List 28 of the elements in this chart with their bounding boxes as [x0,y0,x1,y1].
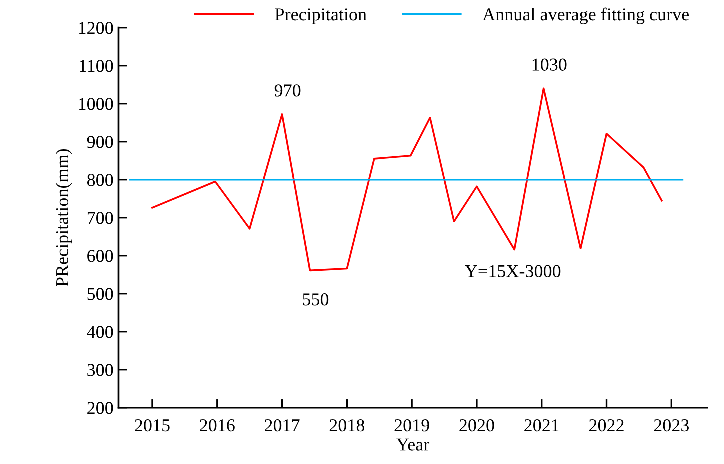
x-tick-label: 2019 [394,419,430,432]
x-tick-label: 2022 [589,419,624,432]
x-axis-title: Year [396,438,430,451]
y-tick-label: 500 [88,288,114,300]
x-tick-label: 2023 [654,419,690,432]
y-tick-label: 300 [88,364,114,376]
x-tick-label: 2021 [524,419,559,432]
legend-label: Annual average fitting curve [482,8,689,24]
y-tick-label: 800 [87,174,114,186]
x-tick-label: 2020 [460,419,494,432]
x-tick-label: 2016 [200,419,235,432]
annotation: 550 [303,294,329,306]
annotation: Y=15X-3000 [465,265,561,278]
y-tick-label: 200 [88,402,114,414]
y-axis-title: PRecipitation(mm) [56,149,72,287]
x-tick-label: 2015 [135,419,170,432]
y-tick-label: 1200 [79,22,114,34]
y-tick-label: 400 [87,326,114,338]
legend-label: Precipitation [275,8,367,24]
annotation: 1030 [532,58,567,71]
y-tick-label: 1100 [80,60,114,72]
x-tick-label: 2018 [330,419,365,432]
annotation: 970 [274,84,301,97]
x-tick-label: 2017 [265,419,300,432]
y-tick-label: 700 [88,212,114,224]
y-tick-label: 1000 [79,98,114,110]
y-tick-label: 900 [87,136,114,148]
y-tick-label: 600 [88,250,114,262]
